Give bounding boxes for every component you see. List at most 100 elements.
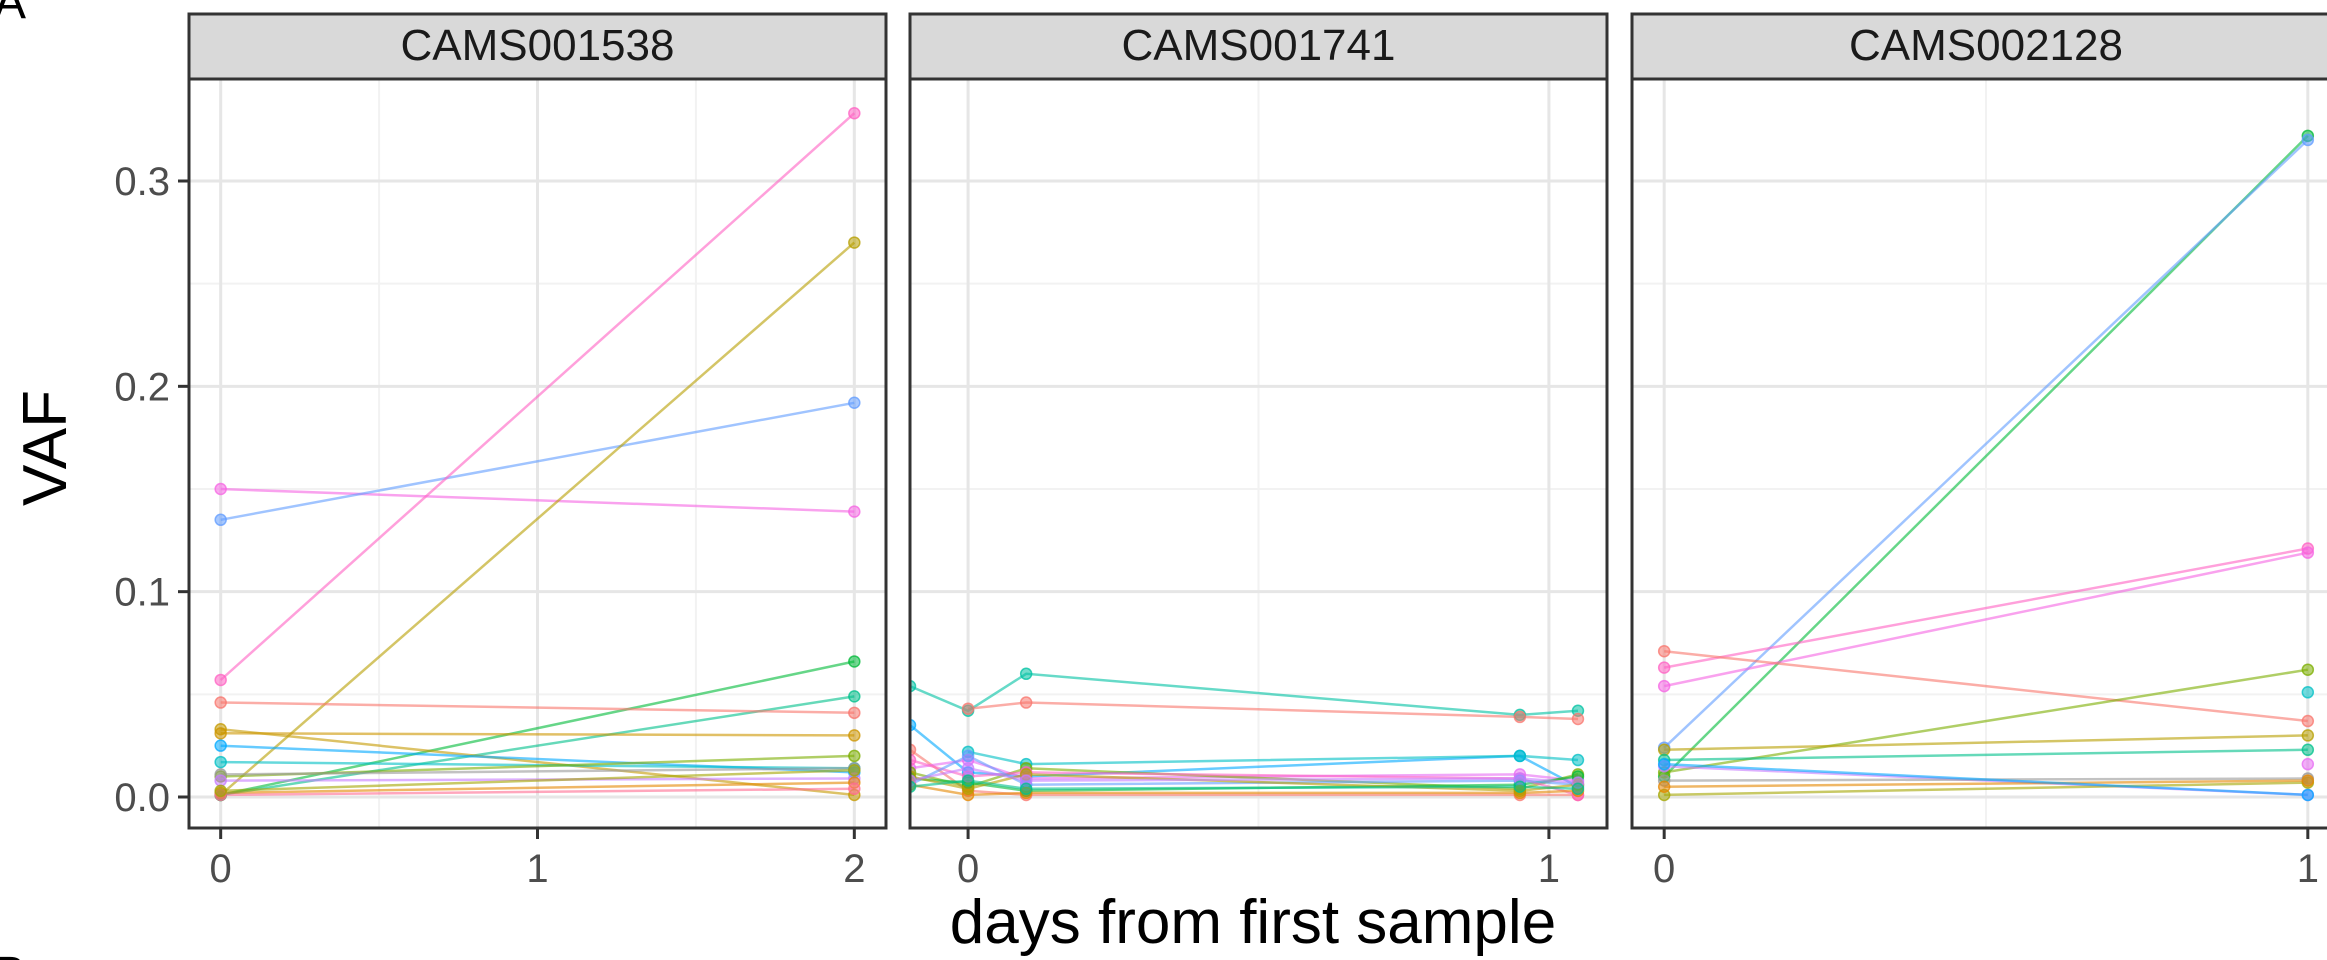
data-point — [2301, 774, 2315, 787]
data-point — [848, 690, 861, 703]
series-line — [1664, 649, 2308, 723]
data-point — [1019, 667, 1033, 681]
data-point — [1513, 780, 1527, 793]
data-point — [1571, 782, 1585, 796]
x-tick-label: 1 — [2297, 847, 2319, 891]
data-point — [1513, 749, 1527, 763]
data-point — [848, 655, 861, 668]
facet-strip — [908, 12, 1609, 81]
series-line — [1664, 748, 2308, 762]
y-tick-label: 0.1 — [114, 571, 170, 615]
series-line — [220, 767, 855, 776]
series-line — [219, 241, 856, 796]
series-line — [220, 781, 855, 795]
series-line — [967, 701, 1579, 721]
facet-panel: CAMS001538 0 1 2 — [187, 12, 888, 891]
series-line — [967, 750, 1579, 766]
data-point — [848, 749, 861, 763]
data-point — [2301, 663, 2315, 676]
facet-title: CAMS002128 — [1849, 21, 2123, 70]
series-line — [219, 112, 856, 681]
data-point — [2301, 714, 2315, 728]
data-point — [214, 739, 227, 752]
data-point — [214, 774, 227, 787]
data-point — [1657, 780, 1671, 793]
series-line — [1663, 547, 2309, 669]
data-point — [848, 706, 861, 720]
gridlines — [1632, 79, 2327, 828]
y-axis-label: VAF — [11, 390, 80, 506]
data-point — [2301, 743, 2315, 757]
data-point — [1571, 753, 1585, 767]
x-axis-label: days from first sample — [950, 888, 1556, 957]
gridlines — [189, 79, 886, 828]
facet-panel: CAMS001741 0 1 — [908, 12, 1609, 891]
y-tick-label: 0.3 — [114, 160, 170, 204]
data-point — [848, 396, 861, 410]
series-line — [1664, 734, 2308, 752]
series-group — [1657, 129, 2315, 802]
facet-panel: CAMS002128 0 1 — [1630, 12, 2327, 891]
data-point — [961, 749, 975, 763]
data-point — [2301, 788, 2315, 802]
series-line — [1664, 781, 2308, 797]
y-tick-label: 0.0 — [114, 776, 170, 820]
plot-background — [1632, 79, 2327, 828]
data-point — [848, 729, 861, 742]
x-tick-label: 1 — [1538, 847, 1560, 891]
series-line — [220, 401, 855, 522]
x-tick-label: 0 — [1653, 847, 1675, 891]
data-point — [848, 782, 861, 796]
data-point — [1019, 782, 1033, 796]
series-line — [220, 701, 855, 715]
data-point — [214, 755, 227, 769]
data-point — [961, 774, 975, 787]
series-line — [220, 787, 855, 797]
data-point — [848, 505, 861, 518]
y-axis-ticks: 0.0 0.1 0.2 0.3 — [114, 160, 189, 820]
x-tick-label: 0 — [957, 847, 979, 891]
x-tick-label: 2 — [843, 847, 865, 891]
data-point — [961, 702, 975, 715]
series-line — [220, 695, 855, 797]
data-point — [214, 482, 227, 496]
data-point — [214, 696, 227, 709]
data-point — [1513, 710, 1527, 724]
series-line — [1663, 138, 2309, 749]
data-point — [1657, 644, 1671, 658]
facets: CAMS001538 0 1 2 CAMS001741 0 1 CAMS002128 0 1 — [187, 12, 2327, 891]
x-tick-label: 0 — [210, 847, 232, 891]
data-point — [214, 727, 227, 740]
panel-letter-top: A — [0, 0, 26, 29]
data-point — [1657, 743, 1671, 757]
series-line — [220, 487, 855, 513]
facet-strip — [1630, 12, 2327, 81]
series-group — [910, 667, 1585, 802]
series-line — [1664, 779, 2308, 788]
data-point — [2301, 686, 2315, 699]
series-line — [220, 732, 855, 737]
facet-title: CAMS001538 — [401, 21, 675, 70]
data-point — [1657, 661, 1671, 674]
panel-letter-bottom: B — [0, 948, 26, 960]
data-point — [1657, 679, 1671, 693]
facet-strip — [187, 12, 888, 81]
data-point — [2301, 729, 2315, 742]
facet-title: CAMS001741 — [1122, 21, 1396, 70]
series-line — [220, 769, 855, 793]
series-group — [214, 106, 861, 802]
data-point — [2301, 133, 2315, 147]
series-line — [1664, 762, 2308, 797]
data-point — [214, 513, 227, 527]
data-point — [1019, 696, 1033, 709]
y-tick-label: 0.2 — [114, 365, 170, 409]
x-tick-label: 1 — [526, 847, 548, 891]
data-point — [1657, 757, 1671, 771]
data-point — [848, 236, 861, 249]
data-point — [2301, 757, 2315, 771]
series-line — [1664, 668, 2308, 774]
data-point — [848, 764, 861, 777]
data-point — [848, 106, 861, 120]
data-point — [214, 784, 227, 798]
